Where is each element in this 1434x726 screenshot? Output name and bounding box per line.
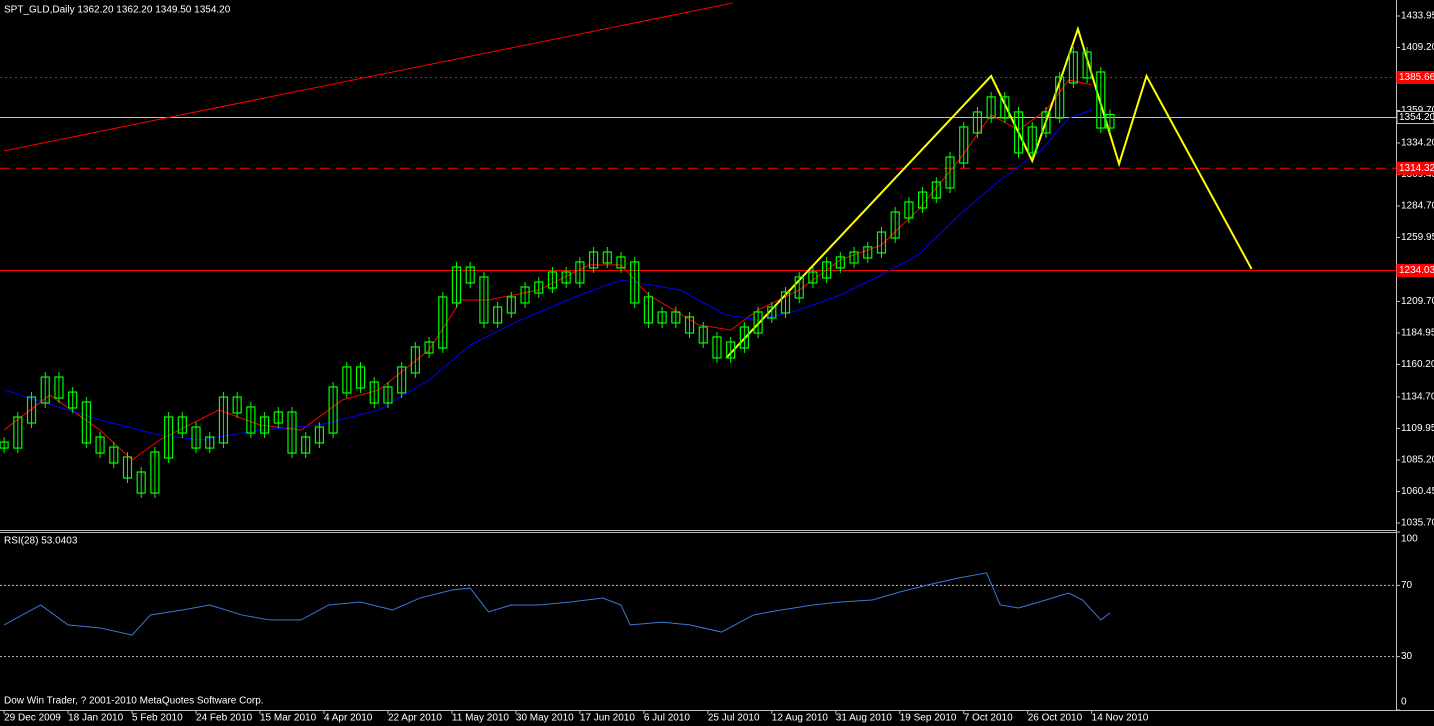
price-level-box: [1396, 263, 1434, 277]
x-tick-label: 12 Aug 2010: [772, 713, 829, 724]
y-tick-label: 1085.20: [1401, 455, 1434, 466]
y-tick-label: 1259.95: [1401, 232, 1434, 243]
price-level-box: [1396, 111, 1434, 125]
price-level-label: 1385.66: [1399, 72, 1434, 83]
y-tick-label: 1060.45: [1401, 486, 1434, 497]
price-level-box: [1396, 161, 1434, 175]
x-tick-label: 30 May 2010: [516, 713, 574, 724]
x-tick-label: 5 Feb 2010: [132, 713, 183, 724]
price-level-label: 1234.03: [1399, 265, 1434, 276]
plot-area: [0, 2, 1396, 499]
y-tick-label: 1334.20: [1401, 138, 1434, 149]
y-tick-label: 1184.95: [1401, 328, 1434, 339]
overlay-line: [725, 25, 1253, 359]
x-tick-label: 14 Nov 2010: [1092, 713, 1149, 724]
price-level-box: [1396, 70, 1434, 84]
y-tick-label: 1209.70: [1401, 296, 1434, 307]
y-tick-label: 1409.20: [1401, 42, 1434, 53]
x-tick-label: 19 Sep 2010: [900, 713, 957, 724]
overlay-line: [3, 109, 1092, 441]
y-tick-label: 1035.70: [1401, 518, 1434, 529]
y-tick-label: 1359.70: [1401, 105, 1434, 116]
y-tick-label: 0: [1401, 697, 1407, 708]
x-tick-label: 6 Jul 2010: [644, 713, 691, 724]
y-tick-label: 1284.70: [1401, 201, 1434, 212]
overlay-line: [3, 79, 1092, 461]
y-tick-label: 30: [1401, 651, 1413, 662]
plot-area: [0, 572, 1396, 658]
y-tick-label: 1134.70: [1401, 392, 1434, 403]
y-tick-label: 1160.20: [1401, 359, 1434, 370]
price-level-label: 1354.20: [1399, 112, 1434, 123]
x-tick-label: 15 Mar 2010: [260, 713, 317, 724]
copyright: Dow Win Trader, ? 2001-2010 MetaQuotes S…: [4, 696, 264, 707]
price-level-label: 1314.32: [1399, 163, 1434, 174]
chart-title: SPT_GLD,Daily 1362.20 1362.20 1349.50 13…: [4, 5, 231, 16]
x-tick-label: 17 Jun 2010: [580, 713, 635, 724]
x-tick-label: 22 Apr 2010: [388, 713, 442, 724]
x-tick-label: 29 Dec 2009: [4, 713, 61, 724]
x-tick-label: 4 Apr 2010: [324, 713, 373, 724]
x-tick-label: 24 Feb 2010: [196, 713, 253, 724]
x-tick-label: 25 Jul 2010: [708, 713, 760, 724]
y-tick-label: 70: [1401, 580, 1413, 591]
y-tick-label: 1433.95: [1401, 11, 1434, 22]
x-tick-label: 7 Oct 2010: [964, 713, 1013, 724]
y-tick-label: 1109.95: [1401, 423, 1434, 434]
y-tick-label: 100: [1401, 534, 1418, 545]
indicator-title: RSI(28) 53.0403: [4, 536, 78, 547]
x-tick-label: 26 Oct 2010: [1028, 713, 1083, 724]
x-tick-label: 18 Jan 2010: [68, 713, 123, 724]
rsi-line: [3, 572, 1111, 636]
x-tick-label: 11 May 2010: [452, 713, 510, 724]
overlay-line: [4, 2, 734, 152]
x-tick-label: 31 Aug 2010: [836, 713, 893, 724]
